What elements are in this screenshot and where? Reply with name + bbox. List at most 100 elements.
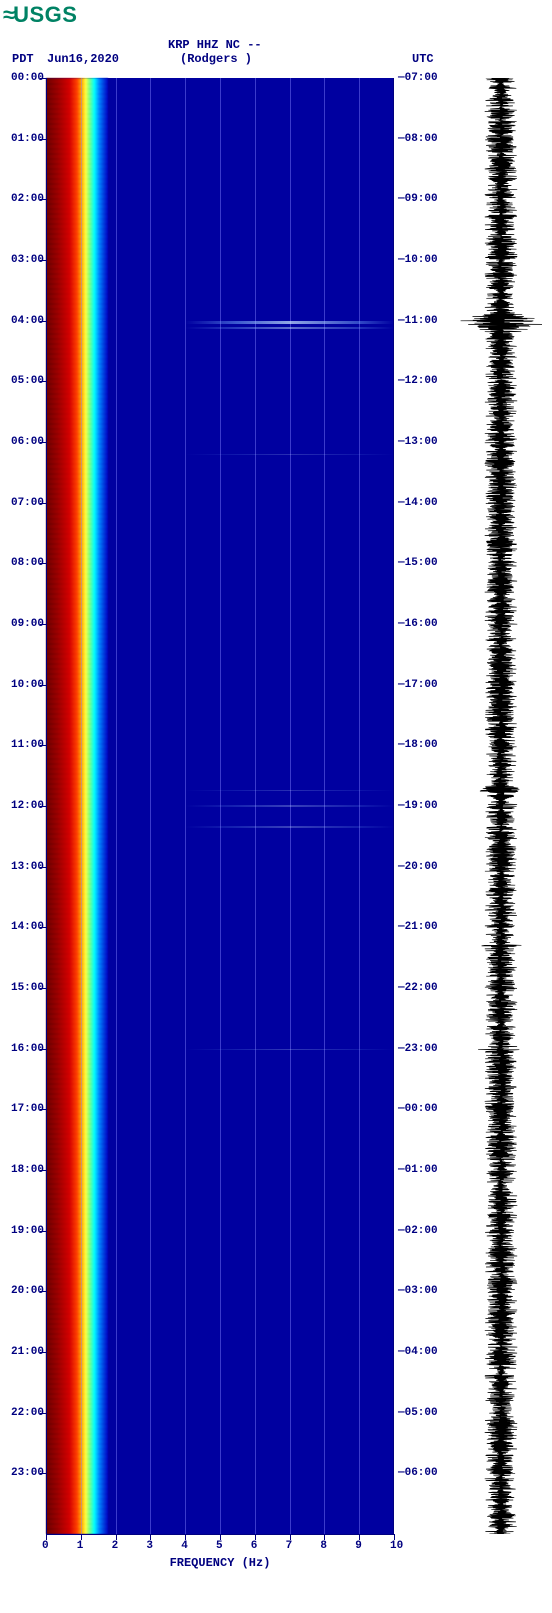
- spectrogram-panel: [46, 78, 394, 1534]
- tick-mark: [40, 927, 46, 928]
- pdt-tick-13:00: 13:00: [0, 861, 44, 873]
- pdt-tick-04:00: 04:00: [0, 315, 44, 327]
- spectro-event-5: [46, 826, 394, 828]
- y-axis-left: [46, 78, 47, 1534]
- date-label: Jun16,2020: [47, 52, 119, 66]
- x-tick-9: 9: [355, 1540, 362, 1552]
- x-tick-8: 8: [320, 1540, 327, 1552]
- spectro-event-0: [46, 321, 394, 324]
- tick-mark: [40, 1352, 46, 1353]
- utc-tick-17:00: —17:00: [398, 679, 438, 691]
- tick-mark: [40, 321, 46, 322]
- station-line1: KRP HHZ NC --: [168, 38, 262, 52]
- utc-tick-22:00: —22:00: [398, 982, 438, 994]
- logo-wave-icon: ≈: [3, 2, 11, 27]
- utc-tick-01:00: —01:00: [398, 1164, 438, 1176]
- plot-header: PDT Jun16,2020 KRP HHZ NC -- (Rodgers ) …: [0, 28, 552, 78]
- pdt-tick-19:00: 19:00: [0, 1225, 44, 1237]
- utc-tick-02:00: —02:00: [398, 1225, 438, 1237]
- spectro-event-2: [46, 454, 394, 455]
- pdt-tick-20:00: 20:00: [0, 1285, 44, 1297]
- tick-mark: [40, 745, 46, 746]
- pdt-tick-08:00: 08:00: [0, 557, 44, 569]
- tick-mark: [40, 199, 46, 200]
- utc-tick-11:00: —11:00: [398, 315, 438, 327]
- utc-tick-12:00: —12:00: [398, 375, 438, 387]
- right-timezone-label: UTC: [412, 52, 434, 66]
- utc-tick-00:00: —00:00: [398, 1103, 438, 1115]
- pdt-tick-05:00: 05:00: [0, 375, 44, 387]
- logo-text: USGS: [13, 2, 77, 27]
- tick-mark: [40, 1291, 46, 1292]
- pdt-tick-15:00: 15:00: [0, 982, 44, 994]
- tick-mark: [40, 1231, 46, 1232]
- spectro-event-1: [46, 327, 394, 329]
- utc-tick-15:00: —15:00: [398, 557, 438, 569]
- seismogram-panel: [458, 78, 544, 1534]
- tick-mark: [40, 806, 46, 807]
- tick-mark: [40, 260, 46, 261]
- y-axis-right: [393, 78, 394, 1534]
- utc-tick-13:00: —13:00: [398, 436, 438, 448]
- utc-tick-21:00: —21:00: [398, 921, 438, 933]
- utc-tick-06:00: —06:00: [398, 1467, 438, 1479]
- pdt-tick-06:00: 06:00: [0, 436, 44, 448]
- pdt-tick-00:00: 00:00: [0, 72, 44, 84]
- pdt-tick-21:00: 21:00: [0, 1346, 44, 1358]
- seismogram-trace: [461, 78, 542, 1534]
- pdt-tick-10:00: 10:00: [0, 679, 44, 691]
- tick-mark: [40, 867, 46, 868]
- pdt-tick-22:00: 22:00: [0, 1407, 44, 1419]
- tick-mark: [40, 503, 46, 504]
- utc-tick-16:00: —16:00: [398, 618, 438, 630]
- utc-tick-05:00: —05:00: [398, 1407, 438, 1419]
- tick-mark: [40, 442, 46, 443]
- x-tick-2: 2: [112, 1540, 119, 1552]
- x-tick-7: 7: [286, 1540, 293, 1552]
- left-timezone-label: PDT: [12, 52, 34, 66]
- utc-tick-09:00: —09:00: [398, 193, 438, 205]
- pdt-tick-12:00: 12:00: [0, 800, 44, 812]
- tick-mark: [40, 1109, 46, 1110]
- x-tick-1: 1: [77, 1540, 84, 1552]
- tick-mark: [40, 685, 46, 686]
- utc-tick-19:00: —19:00: [398, 800, 438, 812]
- tick-mark: [40, 78, 46, 79]
- usgs-logo: ≈USGS: [0, 0, 552, 28]
- utc-tick-03:00: —03:00: [398, 1285, 438, 1297]
- tick-mark: [40, 1473, 46, 1474]
- pdt-tick-02:00: 02:00: [0, 193, 44, 205]
- pdt-tick-17:00: 17:00: [0, 1103, 44, 1115]
- tick-mark: [40, 381, 46, 382]
- tick-mark: [40, 563, 46, 564]
- pdt-tick-18:00: 18:00: [0, 1164, 44, 1176]
- pdt-tick-16:00: 16:00: [0, 1043, 44, 1055]
- utc-tick-07:00: —07:00: [398, 72, 438, 84]
- tick-mark: [40, 988, 46, 989]
- pdt-tick-01:00: 01:00: [0, 133, 44, 145]
- x-tick-3: 3: [146, 1540, 153, 1552]
- tick-mark: [40, 1170, 46, 1171]
- pdt-tick-03:00: 03:00: [0, 254, 44, 266]
- pdt-tick-11:00: 11:00: [0, 739, 44, 751]
- station-line2: (Rodgers ): [180, 52, 252, 66]
- spectro-event-3: [46, 790, 394, 791]
- x-tick-5: 5: [216, 1540, 223, 1552]
- utc-tick-18:00: —18:00: [398, 739, 438, 751]
- tick-mark: [40, 1049, 46, 1050]
- tick-mark: [40, 1413, 46, 1414]
- pdt-tick-09:00: 09:00: [0, 618, 44, 630]
- pdt-tick-23:00: 23:00: [0, 1467, 44, 1479]
- utc-tick-10:00: —10:00: [398, 254, 438, 266]
- utc-tick-14:00: —14:00: [398, 497, 438, 509]
- spectro-event-4: [46, 805, 394, 807]
- utc-tick-04:00: —04:00: [398, 1346, 438, 1358]
- utc-tick-20:00: —20:00: [398, 861, 438, 873]
- seismogram-waveform: [458, 78, 544, 1534]
- pdt-tick-07:00: 07:00: [0, 497, 44, 509]
- x-tick-4: 4: [181, 1540, 188, 1552]
- utc-tick-08:00: —08:00: [398, 133, 438, 145]
- pdt-tick-14:00: 14:00: [0, 921, 44, 933]
- x-tick-10: 10: [390, 1540, 403, 1552]
- x-tick-6: 6: [251, 1540, 258, 1552]
